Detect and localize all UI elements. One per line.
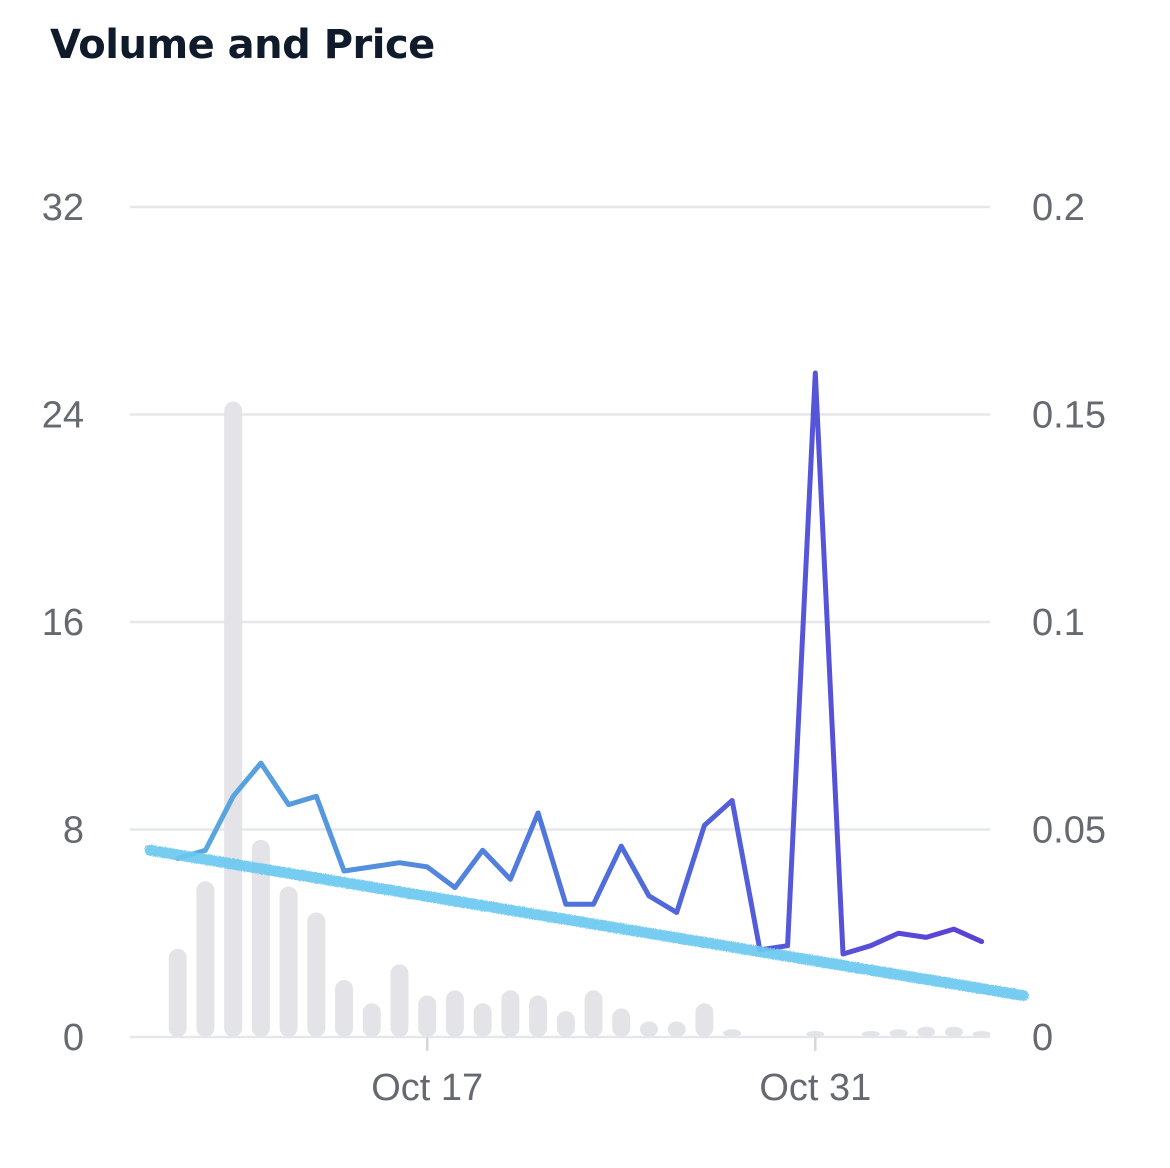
volume-bar — [584, 990, 603, 1037]
volume-bar — [917, 1026, 936, 1037]
y-left-tick-label: 32 — [42, 187, 84, 229]
x-tick-label: Oct 31 — [759, 1067, 871, 1109]
overlay-annotations — [143, 790, 1042, 1001]
y-left-tick-label: 16 — [42, 602, 84, 644]
volume-bar — [168, 948, 187, 1037]
volume-bar — [418, 995, 437, 1037]
volume-bar — [335, 979, 354, 1037]
y-right-tick-label: 0 — [1032, 1017, 1053, 1059]
y-left-tick-label: 8 — [63, 810, 84, 852]
volume-bar — [529, 995, 548, 1037]
volume-bar — [501, 990, 520, 1037]
chart-title: Volume and Price — [50, 22, 435, 68]
grid-lines — [130, 205, 990, 1039]
y-right-tick-label: 0.1 — [1032, 602, 1085, 644]
y-left-tick-label: 24 — [42, 395, 84, 437]
y-right-tick-label: 0.2 — [1032, 187, 1085, 229]
volume-bar — [667, 1021, 686, 1037]
volume-bar — [639, 1021, 658, 1037]
volume-bar — [307, 912, 326, 1037]
x-tick-label: Oct 17 — [371, 1067, 483, 1109]
volume-bar — [972, 1031, 991, 1037]
volume-bar — [473, 1003, 492, 1037]
volume-bar — [196, 881, 215, 1037]
volume-bar — [390, 964, 409, 1037]
volume-bar — [889, 1029, 908, 1037]
axes: 32 0.2 24 0.15 16 0.1 8 0.05 0 0 Oct 17 Oct 31 — [42, 187, 1106, 1109]
volume-bar — [445, 990, 464, 1037]
volume-bars — [168, 401, 991, 1037]
volume-bar — [362, 1003, 381, 1037]
volume-bar — [556, 1011, 575, 1037]
y-left-tick-label: 0 — [63, 1017, 84, 1059]
volume-bar — [861, 1031, 880, 1037]
volume-bar — [612, 1008, 631, 1037]
y-right-tick-label: 0.15 — [1032, 395, 1106, 437]
volume-bar — [224, 401, 243, 1037]
volume-bar — [806, 1031, 825, 1037]
volume-bar — [723, 1029, 742, 1037]
volume-bar — [944, 1026, 963, 1037]
volume-bar — [695, 1003, 714, 1037]
price-line — [175, 370, 985, 957]
price-series — [175, 370, 985, 957]
overlay-line-blue — [144, 844, 1029, 1001]
y-right-tick-label: 0.05 — [1032, 810, 1106, 852]
volume-bar — [251, 839, 270, 1037]
